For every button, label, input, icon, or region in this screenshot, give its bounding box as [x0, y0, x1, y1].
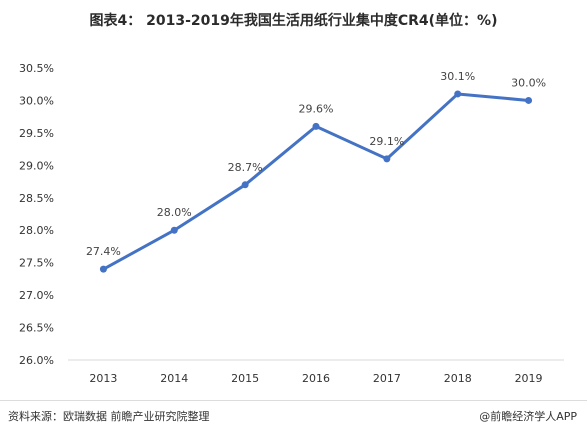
series-group	[99, 90, 533, 273]
y-tick-label: 28.0%	[19, 224, 54, 237]
y-tick-label: 27.5%	[19, 257, 54, 270]
data-label: 29.6%	[299, 102, 334, 115]
y-tick-label: 29.5%	[19, 127, 54, 140]
y-tick-label: 28.5%	[19, 192, 54, 205]
y-tick-label: 30.5%	[19, 62, 54, 75]
data-label: 27.4%	[86, 245, 121, 258]
y-tick-label: 29.0%	[19, 159, 54, 172]
y-tick-label: 26.5%	[19, 322, 54, 335]
data-point	[525, 96, 533, 104]
data-point	[170, 226, 178, 234]
data-label: 29.1%	[369, 135, 404, 148]
x-tick-label: 2017	[373, 372, 401, 385]
data-label: 28.7%	[228, 161, 263, 174]
data-point	[241, 181, 249, 189]
chart-title: 图表4： 2013-2019年我国生活用纸行业集中度CR4(单位：%)	[89, 13, 498, 29]
y-tick-label: 27.0%	[19, 289, 54, 302]
series-line	[102, 92, 529, 271]
data-label: 30.0%	[511, 76, 546, 89]
data-label: 30.1%	[440, 70, 475, 83]
data-point	[312, 122, 320, 130]
y-axis: 26.0% 26.5% 27.0% 27.5% 28.0% 28.5% 29.0% 29.5%…	[19, 62, 54, 367]
x-axis: 2013 2014 2015 2016 2017 2018 2019	[68, 359, 564, 385]
brand-credit: @前瞻经济学人APP	[479, 410, 577, 423]
footer-divider	[0, 400, 587, 401]
data-labels-group: 27.4% 28.0% 28.7% 29.6% 29.1% 30.1% 30.0%	[86, 70, 546, 258]
data-point	[454, 90, 462, 98]
y-tick-label: 26.0%	[19, 354, 54, 367]
source-note: 资料来源：欧瑞数据 前瞻产业研究院整理	[8, 410, 210, 423]
x-tick-label: 2013	[89, 372, 117, 385]
x-tick-label: 2018	[444, 372, 472, 385]
data-point	[383, 155, 391, 163]
x-tick-label: 2015	[231, 372, 259, 385]
y-tick-label: 30.0%	[19, 94, 54, 107]
x-tick-label: 2016	[302, 372, 330, 385]
data-label: 28.0%	[157, 206, 192, 219]
x-tick-label: 2019	[515, 372, 543, 385]
data-point	[99, 265, 107, 273]
x-tick-label: 2014	[160, 372, 188, 385]
